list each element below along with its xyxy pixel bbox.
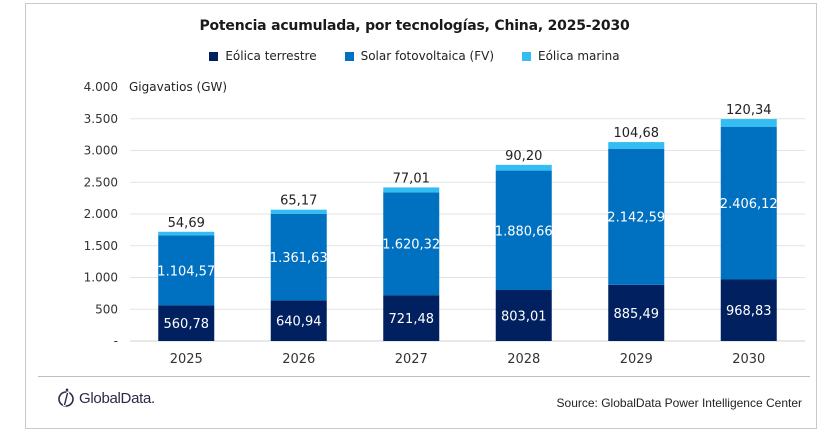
y-tick-label: 1.000 [84, 271, 118, 285]
bar-segment-eolica-marina [158, 231, 215, 236]
data-label: 65,17 [280, 194, 317, 209]
legend-item-eolica-terrestre: Eólica terrestre [209, 49, 317, 63]
y-tick-label: 3.000 [84, 144, 118, 158]
bar-segment-solar-fv [158, 235, 215, 306]
globaldata-logo-icon [58, 388, 74, 407]
data-label: 968,83 [726, 304, 772, 319]
y-tick-label: 4.000 [84, 80, 118, 94]
y-tick-label: 2.500 [84, 175, 118, 189]
y-axis-label: Gigavatios (GW) [129, 80, 228, 94]
data-label: 77,01 [393, 171, 430, 186]
legend-swatch-eolica-marina [522, 51, 531, 61]
chart-title: Potencia acumulada, por tecnologías, Chi… [199, 18, 630, 34]
data-label: 90,20 [505, 149, 542, 164]
source-note: Source: GlobalData Power Intelligence Ce… [556, 396, 802, 410]
y-tick-label: 3.500 [84, 112, 118, 126]
y-tick-label: 500 [95, 302, 118, 316]
legend-label: Solar fotovoltaica (FV) [360, 49, 494, 63]
data-label: 1.880,66 [495, 224, 553, 239]
legend-swatch-solar-fv [344, 51, 354, 61]
x-tick-label: 2029 [620, 352, 653, 367]
data-label: 640,94 [276, 315, 322, 330]
bar-segment-eolica-marina [270, 209, 327, 214]
legend-label: Eólica terrestre [225, 49, 317, 63]
bar-segment-eolica-terrestre [495, 290, 552, 341]
bar-segment-eolica-marina [720, 119, 777, 127]
legend-label: Eólica marina [538, 49, 620, 63]
data-label: 2.406,12 [720, 197, 778, 212]
bar-segment-solar-fv [608, 148, 665, 285]
legend-item-solar-fv: Solar fotovoltaica (FV) [344, 49, 494, 63]
data-label: 560,78 [164, 317, 210, 332]
bar-segment-eolica-marina [608, 142, 665, 149]
bar-segment-eolica-terrestre [720, 279, 777, 341]
x-tick-label: 2026 [282, 352, 315, 367]
legend: Eólica terrestre Solar fotovoltaica (FV)… [0, 49, 829, 63]
x-tick-label: 2028 [507, 352, 540, 367]
data-label: 2.142,59 [607, 211, 665, 226]
data-label: 120,34 [726, 103, 772, 118]
data-label: 721,48 [389, 312, 435, 327]
data-label: 803,01 [501, 310, 547, 325]
bar-segment-solar-fv [383, 192, 440, 296]
data-label: 885,49 [614, 307, 660, 322]
y-tick-label: 1.500 [84, 239, 118, 253]
legend-item-eolica-marina: Eólica marina [522, 49, 620, 63]
bar-segment-eolica-marina [383, 187, 440, 193]
logo-text: GlobalData. [79, 389, 155, 407]
y-tick-label: - [114, 334, 118, 348]
data-label: 1.104,57 [157, 264, 215, 279]
bar-segment-eolica-terrestre [158, 305, 215, 341]
x-tick-label: 2025 [170, 352, 203, 367]
bar-segment-solar-fv [720, 126, 777, 280]
bar-segment-eolica-terrestre [608, 284, 665, 341]
data-label: 1.361,63 [270, 251, 328, 266]
data-label: 54,69 [168, 216, 205, 231]
bar-segment-eolica-marina [495, 164, 552, 171]
bar-segment-solar-fv [270, 213, 327, 301]
data-label: 1.620,32 [382, 238, 440, 253]
globaldata-logo: GlobalData. [57, 388, 155, 408]
bar-segment-eolica-terrestre [383, 295, 440, 341]
x-tick-label: 2030 [732, 352, 765, 367]
data-label: 104,68 [614, 126, 660, 141]
y-tick-label: 2.000 [84, 207, 118, 221]
footer-divider [38, 376, 810, 377]
bar-segment-eolica-terrestre [270, 300, 327, 341]
bar-segment-solar-fv [495, 170, 552, 291]
x-tick-label: 2027 [395, 352, 428, 367]
legend-swatch-eolica-terrestre [209, 51, 219, 61]
